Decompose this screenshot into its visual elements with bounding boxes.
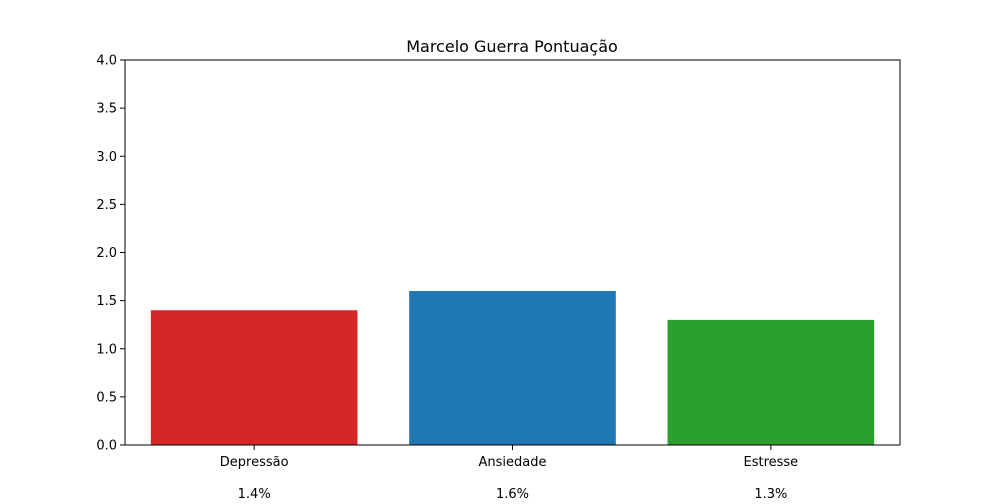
y-tick-label-2: 1.0 xyxy=(96,342,117,357)
y-axis: 0.0 0.5 1.0 1.5 2.0 2.5 3.0 3.5 4.0 xyxy=(96,54,125,454)
y-tick-label-1: 0.5 xyxy=(96,390,117,405)
x-tick-label-0: Depressão xyxy=(220,455,289,470)
y-tick-label-4: 2.0 xyxy=(96,246,117,261)
value-label-2: 1.3% xyxy=(754,487,787,500)
y-tick-label-6: 3.0 xyxy=(96,150,117,165)
y-tick-label-3: 1.5 xyxy=(96,294,117,309)
y-tick-label-5: 2.5 xyxy=(96,198,117,213)
plot-frame xyxy=(124,59,901,446)
chart-title: Marcelo Guerra Pontuação xyxy=(406,37,618,56)
bars-group xyxy=(150,291,875,445)
y-tick-label-8: 4.0 xyxy=(96,54,117,69)
x-tick-label-2: Estresse xyxy=(743,455,798,470)
bar-2 xyxy=(667,319,875,445)
bar-1 xyxy=(409,291,616,445)
y-tick-label-0: 0.0 xyxy=(96,439,117,454)
value-labels-group: 1.4% 1.6% 1.3% xyxy=(238,487,788,502)
x-axis: Depressão Ansiedade Estresse xyxy=(220,445,798,470)
value-label-0: 1.4% xyxy=(238,487,271,500)
value-label-1: 1.6% xyxy=(496,487,529,500)
x-tick-label-1: Ansiedade xyxy=(479,455,547,470)
bar-0 xyxy=(150,310,358,445)
y-tick-label-7: 3.5 xyxy=(96,102,117,117)
